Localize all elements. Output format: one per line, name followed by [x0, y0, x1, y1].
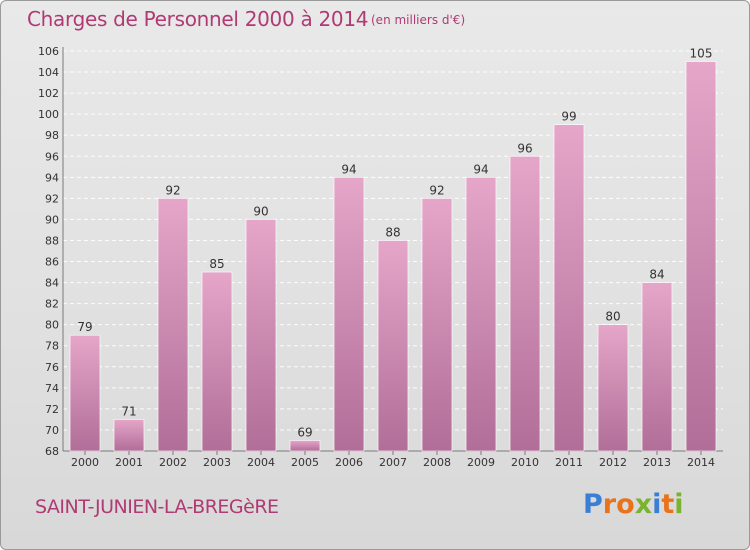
- bar-value-label: 94: [341, 162, 356, 176]
- bar: [333, 177, 365, 452]
- logo-letter: i: [674, 489, 684, 520]
- bar-value-label: 88: [385, 225, 400, 239]
- bar-value-label: 99: [561, 110, 576, 124]
- bar-value-label: 92: [165, 183, 180, 197]
- x-tick-label: 2010: [511, 456, 539, 469]
- logo-letter: o: [616, 489, 635, 520]
- bar: [245, 219, 277, 452]
- logo-letter: t: [661, 489, 675, 520]
- bar-value-label: 96: [517, 141, 532, 155]
- bar-value-label: 90: [253, 204, 268, 218]
- x-tick-label: 2007: [379, 456, 407, 469]
- y-tick-label: 102: [38, 87, 59, 100]
- bar-value-label: 71: [121, 404, 136, 418]
- x-tick-label: 2009: [467, 456, 495, 469]
- logo-letter: x: [634, 489, 653, 520]
- bar-value-label: 79: [77, 320, 92, 334]
- bar: [201, 271, 233, 452]
- y-tick-label: 72: [45, 403, 59, 416]
- x-tick-label: 2001: [115, 456, 143, 469]
- bar: [597, 324, 629, 452]
- y-tick-label: 78: [45, 340, 59, 353]
- x-tick-label: 2004: [247, 456, 275, 469]
- bar-value-label: 69: [297, 425, 312, 439]
- bar: [113, 419, 145, 452]
- y-tick-label: 100: [38, 108, 59, 121]
- x-tick-label: 2003: [203, 456, 231, 469]
- logo-letter: i: [652, 489, 662, 520]
- x-tick-label: 2014: [687, 456, 715, 469]
- bar-value-label: 84: [649, 268, 664, 282]
- bar: [157, 198, 189, 452]
- bar: [289, 440, 321, 452]
- bar-value-label: 85: [209, 257, 224, 271]
- bar: [509, 155, 541, 452]
- y-tick-label: 68: [45, 445, 59, 458]
- y-tick-label: 74: [45, 382, 59, 395]
- x-tick-label: 2005: [291, 456, 319, 469]
- x-tick-label: 2008: [423, 456, 451, 469]
- bar: [465, 177, 497, 452]
- bar: [641, 282, 673, 452]
- y-tick-label: 96: [45, 150, 59, 163]
- bar: [421, 198, 453, 452]
- chart-title: Charges de Personnel 2000 à 2014: [27, 7, 369, 31]
- y-tick-label: 86: [45, 256, 59, 269]
- bar: [377, 240, 409, 452]
- y-tick-label: 92: [45, 192, 59, 205]
- x-tick-label: 2000: [71, 456, 99, 469]
- bar-value-label: 92: [429, 183, 444, 197]
- bar-chart: 68 70 72 74 76 78 80 82 84 86 88 90 92 94 96 98 100 102 10…: [38, 45, 723, 469]
- location-name: SAINT-JUNIEN-LA-BREGèRE: [35, 496, 279, 518]
- y-tick-label: 106: [38, 45, 59, 58]
- bar: [553, 124, 585, 452]
- x-tick-label: 2006: [335, 456, 363, 469]
- bar-value-label: 105: [690, 47, 713, 61]
- bar: [685, 61, 717, 452]
- y-tick-label: 84: [45, 277, 59, 290]
- x-tick-label: 2002: [159, 456, 187, 469]
- x-tick-label: 2012: [599, 456, 627, 469]
- x-tick-label: 2013: [643, 456, 671, 469]
- y-tick-label: 98: [45, 129, 59, 142]
- y-tick-label: 90: [45, 213, 59, 226]
- bar-value-label: 80: [605, 310, 620, 324]
- x-tick-label: 2011: [555, 456, 583, 469]
- bar-value-label: 94: [473, 162, 488, 176]
- logo-letter: P: [583, 489, 603, 520]
- y-tick-label: 76: [45, 361, 59, 374]
- y-tick-label: 104: [38, 66, 59, 79]
- logo-letter: r: [602, 489, 617, 520]
- y-tick-label: 94: [45, 171, 59, 184]
- y-tick-label: 88: [45, 234, 59, 247]
- chart-subtitle: (en milliers d'€): [371, 13, 466, 27]
- proxiti-logo: Proxiti: [583, 489, 684, 520]
- y-tick-label: 70: [45, 424, 59, 437]
- y-tick-label: 80: [45, 319, 59, 332]
- y-tick-label: 82: [45, 298, 59, 311]
- bar: [69, 334, 101, 452]
